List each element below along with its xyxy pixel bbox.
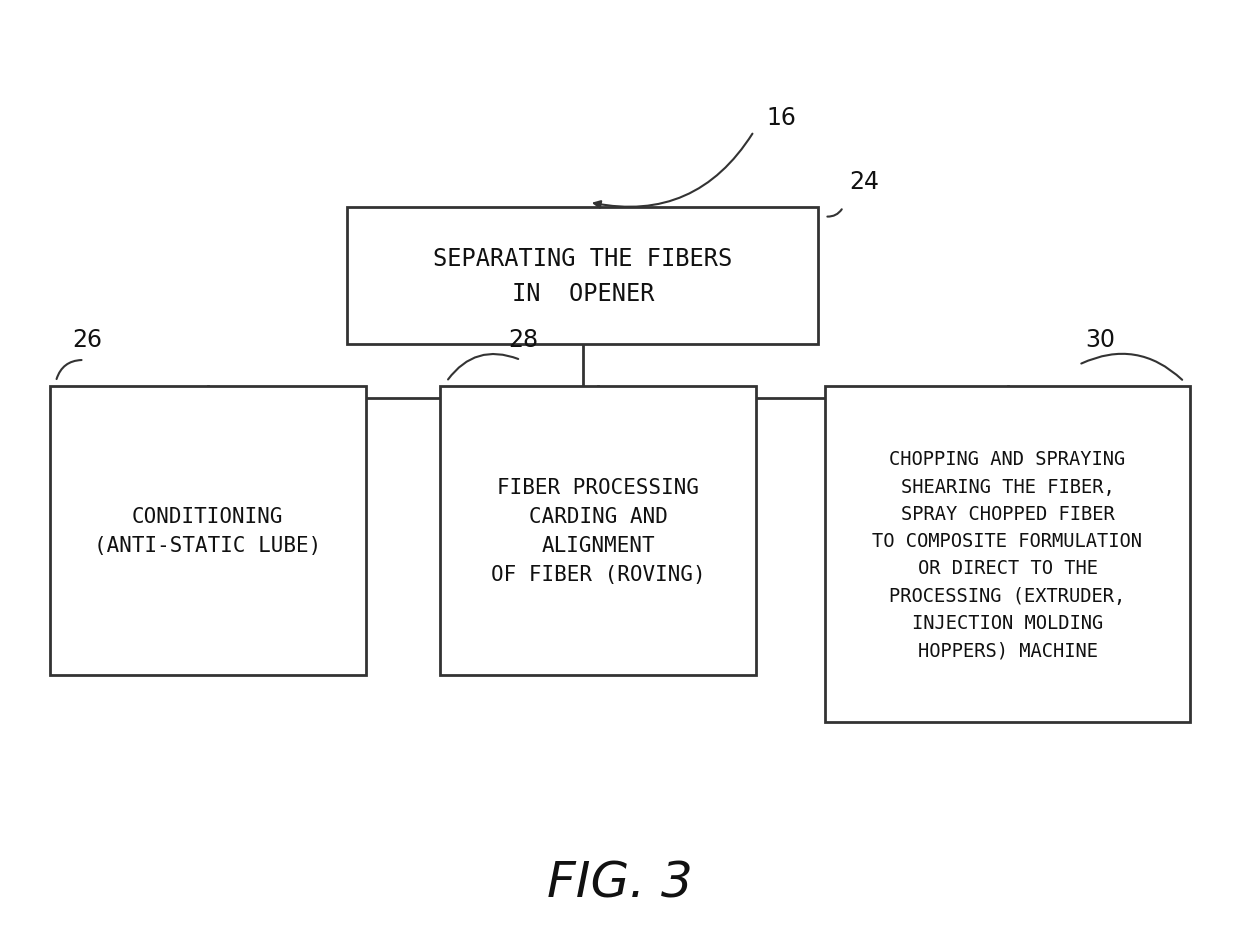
Text: 26: 26 bbox=[72, 328, 102, 351]
Text: CONDITIONING
(ANTI-STATIC LUBE): CONDITIONING (ANTI-STATIC LUBE) bbox=[94, 507, 321, 555]
Text: 28: 28 bbox=[508, 328, 538, 351]
Text: CHOPPING AND SPRAYING
SHEARING THE FIBER,
SPRAY CHOPPED FIBER
TO COMPOSITE FORMU: CHOPPING AND SPRAYING SHEARING THE FIBER… bbox=[873, 450, 1142, 659]
Text: 16: 16 bbox=[766, 106, 796, 130]
FancyBboxPatch shape bbox=[825, 387, 1190, 722]
FancyBboxPatch shape bbox=[50, 387, 366, 675]
Text: 30: 30 bbox=[1085, 328, 1115, 351]
FancyBboxPatch shape bbox=[347, 208, 818, 345]
FancyBboxPatch shape bbox=[440, 387, 756, 675]
Text: 24: 24 bbox=[849, 170, 879, 194]
Text: FIG. 3: FIG. 3 bbox=[547, 858, 693, 906]
Text: FIBER PROCESSING
CARDING AND
ALIGNMENT
OF FIBER (ROVING): FIBER PROCESSING CARDING AND ALIGNMENT O… bbox=[491, 478, 706, 584]
Text: SEPARATING THE FIBERS
IN  OPENER: SEPARATING THE FIBERS IN OPENER bbox=[433, 247, 733, 305]
